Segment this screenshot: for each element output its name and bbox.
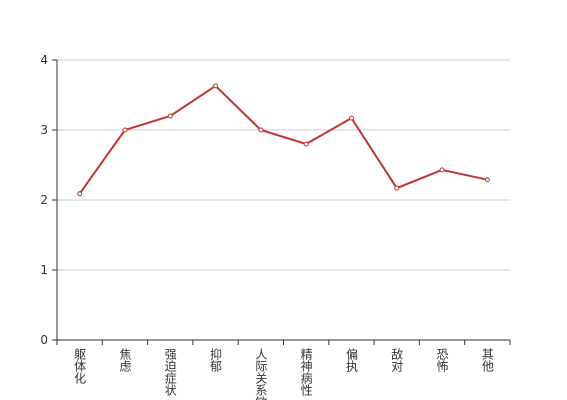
point — [394, 185, 400, 191]
y-tick-label: 4 — [40, 53, 48, 67]
x-tick-label: 敌对 — [390, 347, 404, 372]
point — [348, 115, 354, 121]
y-tick-label: 3 — [40, 123, 48, 137]
point — [303, 141, 309, 147]
x-tick-label: 强迫症状 — [163, 348, 177, 396]
line — [78, 84, 488, 195]
x-tick-label: 偏执 — [344, 347, 358, 373]
x-tick-label: 焦虑 — [118, 348, 132, 372]
x-tick-label: 人际关系敏感 — [254, 348, 268, 400]
point — [484, 177, 490, 183]
y-tick-label: 0 — [40, 333, 48, 347]
y-tick-label: 2 — [40, 193, 48, 207]
x-tick-label: 其他 — [480, 348, 494, 372]
point — [439, 167, 445, 173]
point — [258, 127, 264, 133]
point — [77, 191, 83, 197]
point — [213, 83, 219, 89]
point — [122, 127, 128, 133]
y-tick-label: 1 — [40, 263, 48, 277]
x-tick-label: 恐怖 — [435, 348, 449, 372]
x-tick-label: 躯体化 — [73, 347, 87, 385]
x-tick-label: 抑郁 — [209, 347, 223, 373]
x-tick-label: 精神病性 — [299, 348, 313, 397]
point — [167, 113, 173, 119]
